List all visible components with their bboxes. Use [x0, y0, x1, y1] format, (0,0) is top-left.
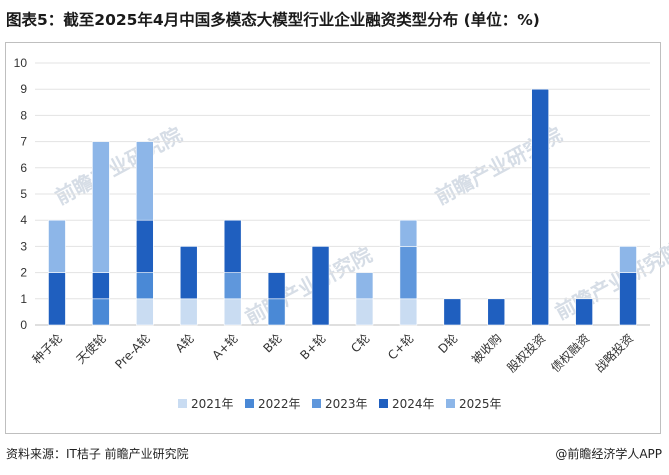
y-tick-label: 4: [20, 213, 27, 227]
legend-label: 2022年: [258, 397, 301, 411]
legend-label: 2024年: [392, 397, 435, 411]
x-tick-label: Pre-A轮: [112, 331, 153, 372]
bar-segment: [92, 141, 110, 273]
bar-segment: [619, 272, 637, 326]
bar-segment: [48, 272, 66, 326]
bar-segment: [179, 246, 198, 300]
y-tick-label: 5: [20, 187, 27, 201]
bar-segment: [136, 141, 154, 221]
legend-swatch: [446, 399, 455, 408]
x-tick-label: 种子轮: [30, 331, 65, 366]
bar-segment: [92, 272, 110, 300]
bar-segment: [223, 272, 242, 300]
chart-frame: [5, 42, 661, 434]
watermark-text: 前瞻产业研究院: [551, 237, 669, 324]
bar-segment: [223, 219, 242, 273]
grid-layer: [35, 62, 650, 326]
bar-segment: [179, 298, 198, 326]
bar-segment: [399, 298, 418, 326]
x-tick-label: C轮: [348, 331, 372, 355]
x-tick-label: 被收购: [468, 331, 504, 367]
y-tick-label: 3: [20, 239, 27, 253]
bar-segment: [531, 88, 549, 326]
bar-segment: [136, 219, 154, 273]
bar-segment: [487, 298, 506, 326]
x-tick-label: 股权投资: [504, 331, 549, 376]
footer: 资料来源：IT桔子 前瞻产业研究院 @前瞻经济学人APP: [6, 445, 664, 463]
brand-credit: @前瞻经济学人APP: [555, 447, 662, 461]
legend-label: 2025年: [459, 397, 502, 411]
bar-segment: [443, 298, 462, 326]
bar-segment: [399, 219, 418, 247]
y-tick-label: 1: [20, 292, 27, 306]
x-tick-label: 战略投资: [592, 331, 637, 376]
legend-label: 2021年: [191, 397, 234, 411]
y-tick-label: 2: [20, 266, 27, 280]
x-tick-label: B+轮: [297, 331, 328, 362]
y-tick-label: 10: [14, 56, 28, 70]
bar-segment: [267, 298, 286, 326]
y-tick-label: 7: [20, 135, 27, 149]
bar-segment: [136, 272, 154, 300]
legend-swatch: [379, 399, 388, 408]
x-tick-label: 债权融资: [548, 331, 592, 375]
legend-swatch: [312, 399, 321, 408]
bar-segment: [619, 246, 637, 273]
x-tick-label: C+轮: [385, 331, 416, 362]
y-tick-label: 9: [20, 82, 27, 96]
x-tick-label: B轮: [261, 331, 285, 355]
legend-swatch: [245, 399, 254, 408]
y-tick-label: 8: [20, 108, 27, 122]
bar-segment: [311, 246, 330, 326]
chart-title: 图表5：截至2025年4月中国多模态大模型行业企业融资类型分布 (单位：%): [6, 11, 540, 29]
x-tick-label: A轮: [173, 331, 197, 355]
legend: 2021年 2022年 2023年 2024年 2025年: [178, 397, 502, 411]
x-tick-label: 天使轮: [73, 331, 109, 367]
y-tick-label: 0: [20, 318, 27, 332]
bar-segment: [223, 298, 242, 326]
x-axis: 种子轮 天使轮 Pre-A轮 A轮 A+轮 B轮 B+轮 C轮 C+轮 D轮 被收购 股权投资 债权融资…: [30, 331, 636, 376]
bar-segment: [48, 219, 66, 273]
legend-label: 2023年: [325, 397, 368, 411]
x-tick-label: D轮: [436, 331, 461, 356]
bar-segment: [136, 298, 154, 326]
bar-segment: [575, 298, 593, 326]
watermark-text: 前瞻产业研究院: [51, 122, 186, 209]
bar-segment: [92, 298, 110, 326]
bar-segment: [399, 246, 418, 300]
x-tick-label: A+轮: [209, 331, 240, 362]
legend-swatch: [178, 399, 187, 408]
bar-segment: [267, 272, 286, 300]
y-tick-label: 6: [20, 161, 27, 175]
bars-layer: [48, 88, 637, 326]
bar-segment: [355, 272, 374, 300]
source-note: 资料来源：IT桔子 前瞻产业研究院: [6, 447, 189, 461]
bar-segment: [355, 298, 374, 326]
y-axis: 0 1 2 3 4 5 6 7 8 9 10: [14, 56, 28, 332]
